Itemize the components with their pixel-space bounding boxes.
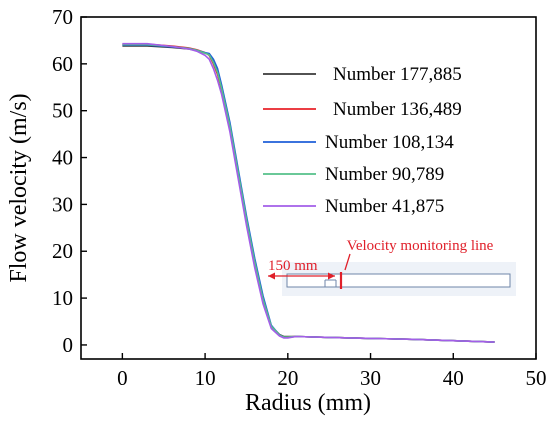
x-tick-label: 0: [117, 366, 128, 390]
x-axis-title: Radius (mm): [245, 390, 371, 416]
y-axis-title: Flow velocity (m/s): [6, 93, 32, 282]
legend-label-5: Number 41,875: [325, 196, 444, 217]
y-tick-label: 60: [52, 52, 73, 76]
inset-schematic: Velocity monitoring line 150 mm: [268, 238, 516, 296]
plot-frame: [80, 16, 537, 360]
legend-label-4: Number 90,789: [325, 164, 444, 185]
inset-label: Velocity monitoring line: [347, 238, 494, 254]
legend-label-2: Number 136,489: [333, 99, 462, 120]
y-tick-label: 50: [52, 99, 73, 123]
x-axis-ticks: 0 10 20 30 40 50: [117, 353, 547, 390]
y-tick-label: 30: [52, 192, 73, 216]
x-tick-label: 20: [277, 366, 298, 390]
legend-label-1: Number 177,885: [333, 64, 462, 85]
legend: Number 177,885 Number 136,489 Number 108,1…: [263, 64, 462, 217]
x-tick-label: 40: [443, 366, 464, 390]
y-tick-label: 20: [52, 239, 73, 263]
inset-arrow-right: [328, 272, 335, 280]
y-tick-label: 40: [52, 146, 73, 170]
y-tick-label: 70: [52, 5, 73, 29]
x-tick-label: 10: [195, 366, 216, 390]
inset-pipe-outline: [286, 273, 511, 288]
legend-label-3: Number 108,134: [325, 132, 454, 153]
x-tick-label: 30: [360, 366, 381, 390]
inset-dimension-label: 150 mm: [268, 258, 318, 274]
y-axis-ticks: 0 10 20 30 40 50 60 70: [52, 5, 87, 357]
inset-pointer-line: [344, 253, 351, 271]
inset-arrow-left: [268, 272, 275, 280]
y-tick-label: 0: [63, 333, 74, 357]
x-tick-label: 50: [526, 366, 547, 390]
y-tick-label: 10: [52, 286, 73, 310]
series-layer: [122, 42, 495, 343]
series-line-5: [122, 42, 495, 343]
